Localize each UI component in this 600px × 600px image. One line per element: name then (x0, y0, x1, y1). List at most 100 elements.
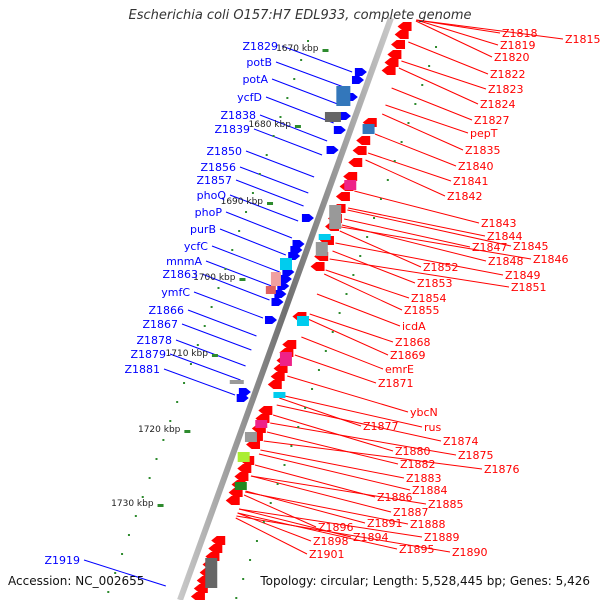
reverse-gene-arrow[interactable] (225, 496, 240, 505)
gene-label-z1842[interactable]: Z1842 (447, 190, 483, 203)
feature-hit-box[interactable] (324, 112, 341, 122)
gene-label-z1883[interactable]: Z1883 (406, 472, 442, 485)
gene-label-z1852[interactable]: Z1852 (423, 261, 459, 274)
gene-label-z1856[interactable]: Z1856 (200, 161, 236, 174)
forward-gene-arrow[interactable] (338, 112, 351, 120)
feature-hit-box[interactable] (229, 380, 244, 384)
gene-label-z1901[interactable]: Z1901 (309, 548, 345, 561)
gene-label-z1875[interactable]: Z1875 (458, 449, 494, 462)
gene-label-phop[interactable]: phoP (195, 206, 223, 219)
feature-hit-box[interactable] (244, 432, 257, 442)
gene-label-emre[interactable]: emrE (385, 363, 414, 376)
gene-label-icda[interactable]: icdA (402, 320, 426, 333)
feature-hit-box[interactable] (273, 392, 286, 398)
gene-label-z1839[interactable]: Z1839 (214, 123, 250, 136)
gene-label-pota[interactable]: potA (242, 73, 268, 86)
reverse-gene-arrow[interactable] (267, 380, 282, 389)
gene-label-z1851[interactable]: Z1851 (511, 281, 547, 294)
reverse-gene-arrow[interactable] (258, 406, 273, 415)
gene-label-z1874[interactable]: Z1874 (443, 435, 479, 448)
gene-label-z1890[interactable]: Z1890 (452, 546, 488, 559)
feature-hit-box[interactable] (205, 558, 218, 588)
reverse-gene-arrow[interactable] (237, 464, 252, 473)
gene-label-z1868[interactable]: Z1868 (395, 336, 431, 349)
feature-hit-box[interactable] (280, 258, 292, 270)
gene-label-z1863[interactable]: Z1863 (162, 268, 198, 281)
gene-label-z1869[interactable]: Z1869 (390, 349, 426, 362)
forward-gene-arrow[interactable] (274, 290, 287, 298)
gene-label-z1848[interactable]: Z1848 (488, 255, 524, 268)
feature-hit-box[interactable] (362, 124, 375, 134)
gene-label-z1887[interactable]: Z1887 (393, 506, 429, 519)
gene-label-z1878[interactable]: Z1878 (136, 334, 172, 347)
reverse-gene-arrow[interactable] (356, 136, 371, 145)
gene-label-ybcn[interactable]: ybcN (410, 406, 438, 419)
feature-hit-box[interactable] (270, 272, 281, 286)
forward-gene-arrow[interactable] (279, 275, 292, 283)
gene-label-z1845[interactable]: Z1845 (513, 240, 549, 253)
gene-label-z1835[interactable]: Z1835 (465, 144, 501, 157)
gene-label-z1884[interactable]: Z1884 (412, 484, 448, 497)
reverse-gene-arrow[interactable] (348, 158, 363, 167)
feature-hit-box[interactable] (336, 86, 351, 106)
forward-gene-arrow[interactable] (271, 298, 284, 306)
forward-gene-arrow[interactable] (351, 76, 364, 84)
reverse-gene-arrow[interactable] (335, 192, 350, 201)
gene-label-z1844[interactable]: Z1844 (487, 230, 523, 243)
feature-hit-box[interactable] (329, 205, 342, 229)
reverse-gene-arrow[interactable] (193, 584, 208, 593)
forward-gene-arrow[interactable] (354, 68, 367, 76)
reverse-gene-arrow[interactable] (397, 22, 412, 31)
gene-label-z1827[interactable]: Z1827 (474, 114, 510, 127)
gene-label-pept[interactable]: pepT (470, 127, 498, 140)
gene-label-z1880[interactable]: Z1880 (395, 445, 431, 458)
gene-label-z1819[interactable]: Z1819 (500, 39, 536, 52)
gene-label-z1815[interactable]: Z1815 (565, 33, 600, 46)
reverse-gene-arrow[interactable] (228, 488, 243, 497)
reverse-gene-arrow[interactable] (387, 50, 402, 59)
forward-gene-arrow[interactable] (264, 316, 277, 324)
feature-hit-box[interactable] (255, 420, 268, 428)
gene-label-z1891[interactable]: Z1891 (367, 517, 403, 530)
gene-label-z1895[interactable]: Z1895 (399, 543, 435, 556)
reverse-gene-arrow[interactable] (246, 440, 261, 449)
gene-label-z1879[interactable]: Z1879 (130, 348, 166, 361)
gene-label-ymfc[interactable]: ymfC (161, 286, 190, 299)
gene-label-z1889[interactable]: Z1889 (424, 531, 460, 544)
feature-hit-box[interactable] (296, 316, 309, 326)
gene-label-phoq[interactable]: phoQ (197, 189, 227, 202)
reverse-gene-arrow[interactable] (384, 58, 399, 67)
gene-label-z1882[interactable]: Z1882 (400, 458, 436, 471)
gene-label-z1820[interactable]: Z1820 (494, 51, 530, 64)
gene-label-z1823[interactable]: Z1823 (488, 83, 524, 96)
gene-label-z1871[interactable]: Z1871 (378, 377, 414, 390)
gene-label-z1877[interactable]: Z1877 (363, 420, 399, 433)
gene-label-z1867[interactable]: Z1867 (142, 318, 178, 331)
gene-label-potb[interactable]: potB (246, 56, 272, 69)
forward-gene-arrow[interactable] (333, 126, 346, 134)
reverse-gene-arrow[interactable] (394, 30, 409, 39)
gene-label-z1876[interactable]: Z1876 (484, 463, 520, 476)
reverse-gene-arrow[interactable] (273, 364, 288, 373)
reverse-gene-arrow[interactable] (381, 66, 396, 75)
forward-gene-arrow[interactable] (301, 214, 314, 222)
reverse-gene-arrow[interactable] (234, 472, 249, 481)
gene-label-z1866[interactable]: Z1866 (148, 304, 184, 317)
gene-label-z1849[interactable]: Z1849 (505, 269, 541, 282)
forward-gene-arrow[interactable] (326, 146, 339, 154)
gene-label-z1840[interactable]: Z1840 (458, 160, 494, 173)
reverse-gene-arrow[interactable] (310, 262, 325, 271)
reverse-gene-arrow[interactable] (211, 536, 226, 545)
gene-label-ycfd[interactable]: ycfD (237, 91, 262, 104)
feature-hit-box[interactable] (318, 234, 331, 240)
gene-label-z1822[interactable]: Z1822 (490, 68, 526, 81)
gene-label-z1898[interactable]: Z1898 (313, 535, 349, 548)
reverse-gene-arrow[interactable] (190, 592, 205, 600)
gene-label-z1894[interactable]: Z1894 (353, 531, 389, 544)
reverse-gene-arrow[interactable] (343, 172, 358, 181)
gene-label-z1886[interactable]: Z1886 (377, 491, 413, 504)
gene-label-ycfc[interactable]: ycfC (184, 240, 208, 253)
gene-label-z1919[interactable]: Z1919 (44, 554, 80, 567)
gene-label-z1818[interactable]: Z1818 (502, 27, 538, 40)
reverse-gene-arrow[interactable] (391, 40, 406, 49)
